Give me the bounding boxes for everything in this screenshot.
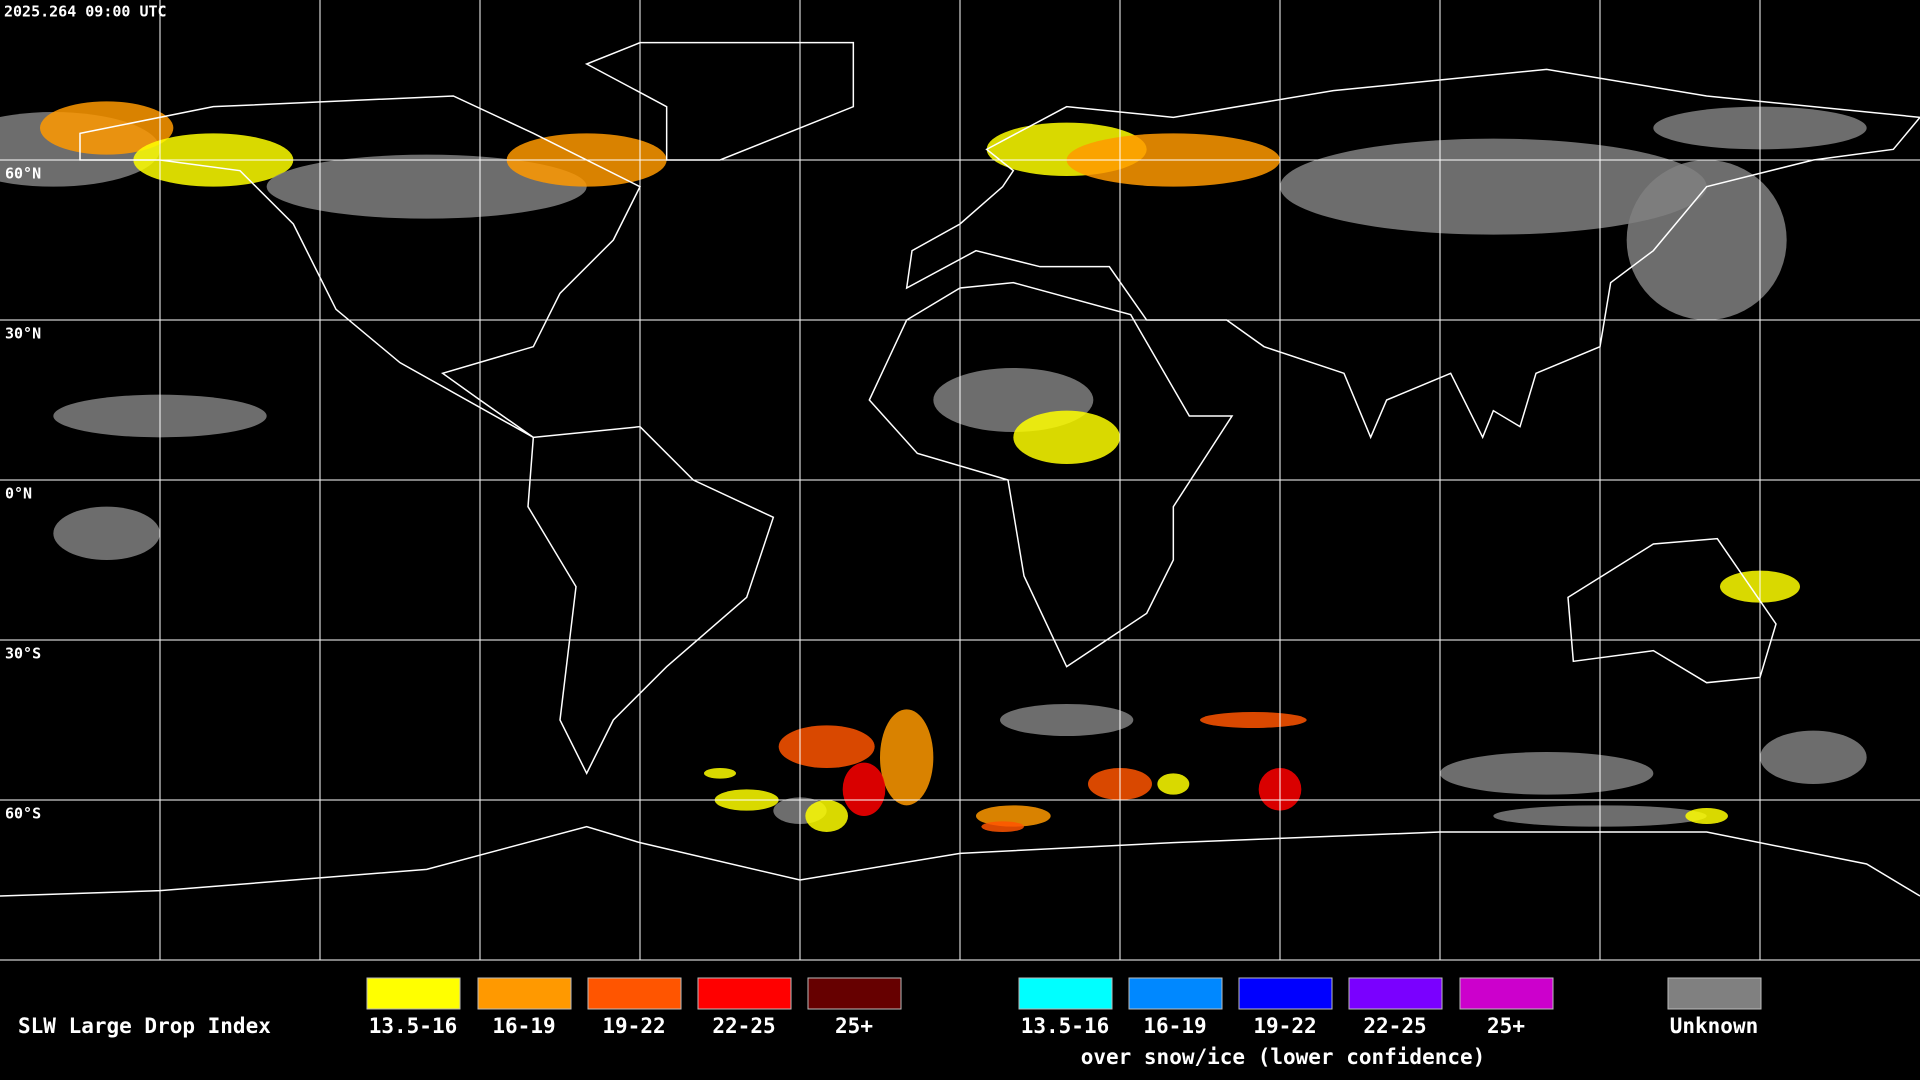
cloud-patch: [778, 725, 875, 769]
cloud-patch: [805, 800, 849, 832]
cloud-patch: [842, 762, 886, 816]
cloud-patch: [976, 805, 1051, 827]
legend-label: Unknown: [1670, 1014, 1759, 1038]
coastline: [584, 41, 855, 161]
legend-label: 25+: [1487, 1014, 1525, 1038]
cloud-patch: [1760, 730, 1867, 784]
cloud-patch: [1685, 808, 1728, 824]
cloud-patch: [1200, 712, 1307, 728]
lat-label: 60°S: [5, 805, 41, 823]
legend-swatch: [366, 977, 461, 1010]
cloud-patch: [266, 154, 587, 219]
lat-label: 30°S: [5, 645, 41, 663]
cloud-patch: [981, 821, 1024, 833]
legend-swatch: [1459, 977, 1554, 1010]
legend-swatch: [477, 977, 572, 1010]
cloud-patch: [53, 506, 161, 560]
legend-label: 22-25: [712, 1014, 775, 1038]
legend-label: 13.5-16: [1021, 1014, 1110, 1038]
legend: SLW Large Drop Index over snow/ice (lowe…: [18, 977, 1762, 1069]
legend-title: SLW Large Drop Index: [18, 1014, 271, 1038]
cloud-patch: [1013, 410, 1120, 465]
cloud-patch: [1626, 160, 1787, 320]
legend-label: 22-25: [1363, 1014, 1426, 1038]
coastline: [0, 825, 1920, 897]
lat-label: 0°N: [5, 485, 32, 503]
legend-swatch: [587, 977, 682, 1010]
legend-label: 16-19: [1143, 1014, 1206, 1038]
legend-swatch: [1018, 977, 1113, 1010]
legend-swatch: [1348, 977, 1443, 1010]
coastline: [868, 281, 1234, 668]
latitude-labels: 60°N 30°N 0°N 30°S 60°S: [5, 165, 41, 823]
legend-swatch: [1667, 977, 1762, 1010]
cloud-patch: [880, 709, 934, 806]
cloud-patch: [704, 768, 736, 779]
legend-label: 16-19: [492, 1014, 555, 1038]
legend-swatch: [1238, 977, 1333, 1010]
cloud-patch: [1157, 773, 1190, 795]
cloud-patch: [1440, 752, 1654, 795]
coastline: [79, 95, 642, 438]
cloud-patch: [999, 704, 1134, 736]
legend-swatch: [697, 977, 792, 1010]
legend-label: 19-22: [602, 1014, 665, 1038]
legend-swatch: [1128, 977, 1223, 1010]
legend-swatch: [807, 977, 902, 1010]
lat-label: 30°N: [5, 325, 41, 343]
timestamp: 2025.264 09:00 UTC: [4, 3, 167, 21]
graticule: [0, 0, 1920, 960]
legend-label: 19-22: [1253, 1014, 1316, 1038]
lat-label: 60°N: [5, 165, 41, 183]
legend-caption: over snow/ice (lower confidence): [1081, 1045, 1486, 1069]
legend-label: 25+: [835, 1014, 873, 1038]
legend-label: 13.5-16: [369, 1014, 458, 1038]
